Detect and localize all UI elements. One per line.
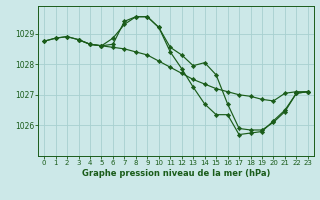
X-axis label: Graphe pression niveau de la mer (hPa): Graphe pression niveau de la mer (hPa) (82, 169, 270, 178)
